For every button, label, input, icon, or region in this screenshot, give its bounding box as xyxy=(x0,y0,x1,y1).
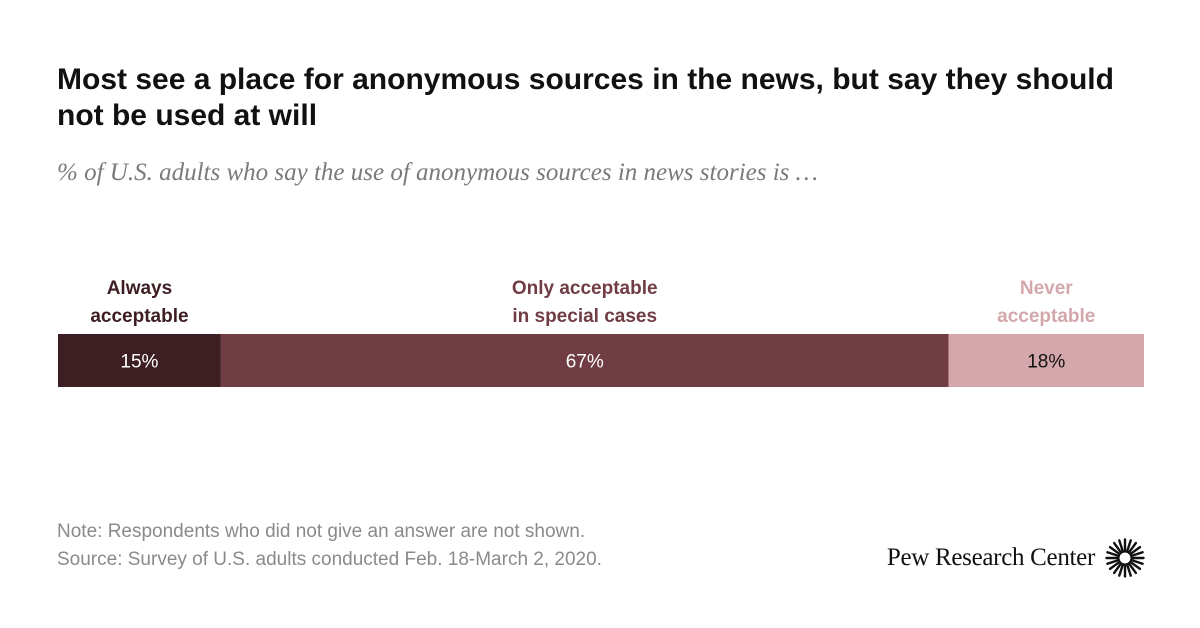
sunburst-ray xyxy=(1108,545,1121,556)
sunburst-ray xyxy=(1112,562,1123,575)
bar-segment-only-acceptable-in-special-cases xyxy=(220,334,949,387)
bar-segment-always-acceptable xyxy=(58,334,221,387)
sunburst-ray xyxy=(1106,558,1121,565)
sunburst-ray xyxy=(1118,539,1125,554)
sunburst-ray xyxy=(1108,560,1121,571)
sunburst-ray xyxy=(1129,558,1144,565)
sunburst-ray xyxy=(1127,541,1138,554)
sunburst-ray xyxy=(1106,551,1121,558)
data-label-always-acceptable: 15% xyxy=(120,352,158,373)
data-label-only-acceptable-in-special-cases: 67% xyxy=(566,352,604,373)
legend-label-never-acceptable-line-1: Never xyxy=(1020,278,1073,299)
brand-name: Pew Research Center xyxy=(886,544,1095,571)
sunburst-ray xyxy=(1129,545,1142,556)
data-label-never-acceptable: 18% xyxy=(1027,352,1065,373)
sunburst-ray xyxy=(1125,539,1132,554)
legend-label-always-acceptable-line-1: Always xyxy=(107,278,172,299)
sunburst-ray xyxy=(1127,562,1138,575)
sunburst-icon xyxy=(1105,538,1145,578)
sunburst-ray xyxy=(1129,560,1142,571)
chart-subtitle: % of U.S. adults who say the use of anon… xyxy=(57,159,818,186)
chart-note: Note: Respondents who did not give an an… xyxy=(57,521,586,542)
legend-label-only-acceptable-in-special-cases-line-2: in special cases xyxy=(512,306,657,327)
chart-title: Most see a place for anonymous sources i… xyxy=(57,63,1114,132)
bar-segment-never-acceptable xyxy=(948,334,1144,387)
sunburst-ray xyxy=(1112,541,1123,554)
sunburst-ray xyxy=(1125,562,1132,577)
chart-source: Source: Survey of U.S. adults conducted … xyxy=(57,549,602,570)
legend-label-never-acceptable-line-2: acceptable xyxy=(997,306,1095,327)
legend-label-only-acceptable-in-special-cases-line-1: Only acceptable xyxy=(512,278,658,299)
sunburst-ray xyxy=(1129,551,1144,558)
sunburst-ray xyxy=(1118,562,1125,577)
legend-label-always-acceptable-line-2: acceptable xyxy=(90,306,188,327)
brand-block: Pew Research Center xyxy=(887,538,1145,578)
